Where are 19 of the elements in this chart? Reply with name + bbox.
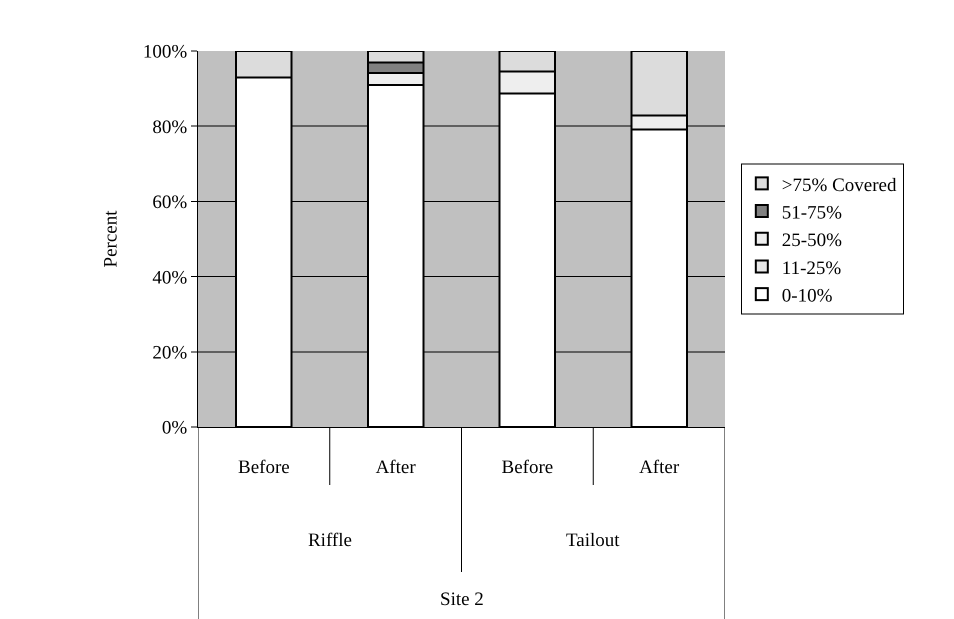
text: Tailout	[566, 530, 620, 551]
y-tick-label: 0%	[162, 418, 188, 439]
legend-label: 51-75%	[782, 202, 842, 224]
y-tick-label: 20%	[152, 342, 188, 364]
y-tick-label: 40%	[152, 267, 188, 288]
x-tick-label: Before	[502, 456, 554, 478]
y-tick-label: 80%	[152, 116, 188, 138]
legend-label: 11-25%	[782, 258, 842, 279]
x-tick-label: After	[639, 456, 680, 478]
legend-label: >75% Covered	[782, 174, 897, 196]
text: Riffle	[308, 530, 352, 551]
y-tick-label: 60%	[152, 192, 188, 214]
legend-label: 0-10%	[782, 286, 833, 307]
legend-label: 25-50%	[782, 230, 842, 252]
text: Site 2	[440, 589, 484, 610]
y-axis-title: Percent	[100, 210, 122, 268]
y-tick-label: 100%	[142, 42, 188, 63]
x-tick-label: Before	[238, 456, 290, 478]
x-tick-label: After	[376, 456, 416, 478]
